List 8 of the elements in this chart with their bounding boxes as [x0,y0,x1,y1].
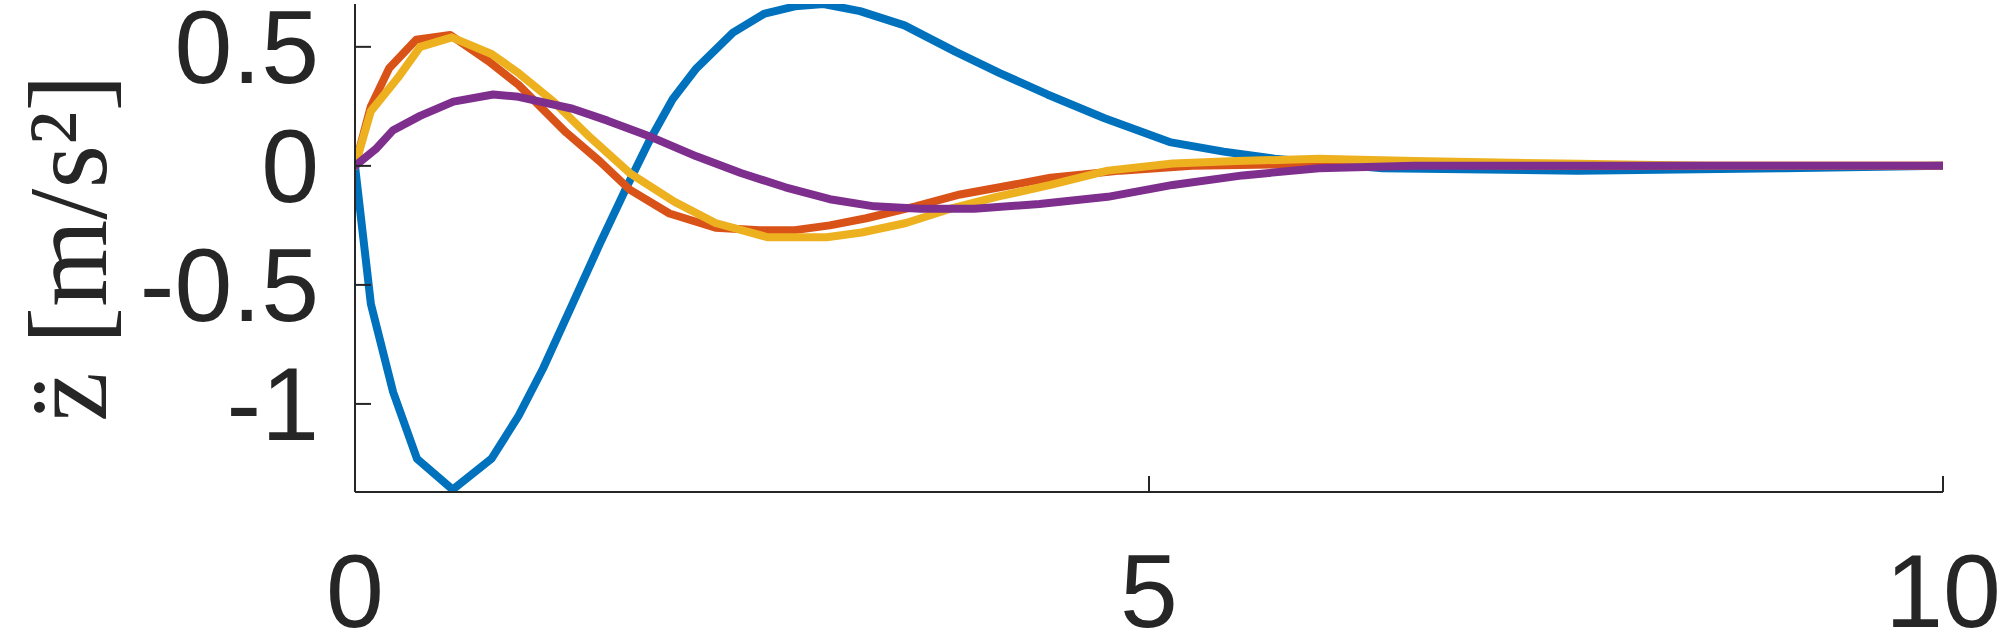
x-tick-label: 10 [1885,533,2000,635]
y-tick-label: -0.5 [139,226,319,343]
x-tick-label: 5 [1120,533,1178,635]
y-tick-label: -1 [226,345,319,462]
x-tick-label: 0 [326,533,384,635]
y-tick-label: 0.5 [174,0,319,105]
y-axis-title: z̈ [m/s²] [6,74,130,422]
y-tick-label: 0 [261,107,319,224]
